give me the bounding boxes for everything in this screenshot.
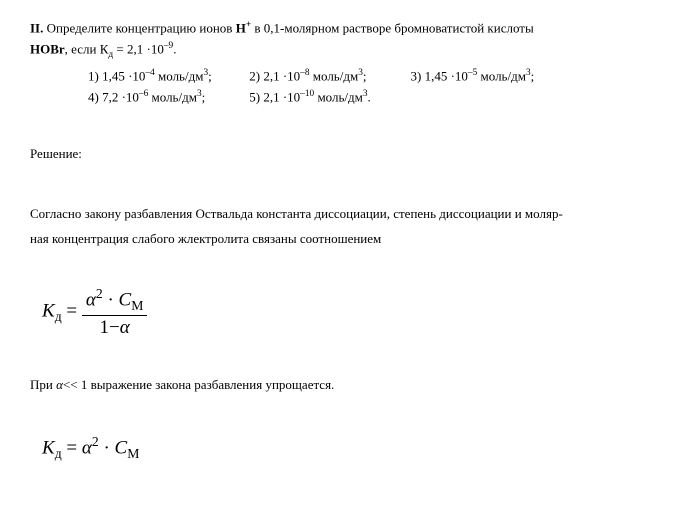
problem-text-2: в 0,1-молярном растворе бромноватистой к… [251, 20, 534, 35]
problem-line-1: II. Определите концентрацию ионов H+ в 0… [30, 18, 650, 38]
eq1-minus: − [109, 317, 120, 338]
opt3-exp: –5 [468, 68, 477, 78]
eq2-dot: · [99, 437, 115, 458]
eq1-K: K [42, 301, 55, 322]
eq1-denominator: 1−α [82, 316, 148, 340]
eq1-numsup: 2 [96, 286, 103, 301]
para2-a: При [30, 377, 56, 392]
eq2-Csub: М [127, 446, 139, 461]
solution-paragraph-2: При α<< 1 выражение закона разбавления у… [30, 373, 650, 398]
opt2-exp: –8 [300, 68, 309, 78]
equation-1: Kд = α2 · CМ 1−α [30, 285, 650, 339]
problem-label: II. [30, 20, 43, 35]
opt5-unit: моль/дм [314, 89, 363, 104]
solution-paragraph-1: Согласно закону разбавления Оствальда ко… [30, 202, 650, 251]
problem-text-3: , если К [65, 41, 109, 56]
options-row-1: 1) 1,45 ·10–4 моль/дм3; 2) 2,1 ·10–8 мол… [88, 66, 650, 86]
para2-b: << 1 выражение закона разбавления упроща… [63, 377, 334, 392]
eq1-alpha: α [86, 290, 96, 311]
opt3-unit: моль/дм [477, 68, 526, 83]
opt4-unit: моль/дм [148, 89, 197, 104]
opt5-end: . [368, 89, 371, 104]
opt5-exp: –10 [300, 89, 314, 99]
problem-text-1: Определите концентрацию ионов [47, 20, 236, 35]
problem-period: . [173, 41, 176, 56]
opt1-exp: –4 [145, 68, 154, 78]
para2-alpha: α [56, 377, 63, 392]
opt1-end: ; [208, 68, 212, 83]
eq1-fraction: α2 · CМ 1−α [82, 285, 148, 339]
equation-2: Kд = α2 · CМ [30, 432, 650, 465]
kd-exp: –9 [164, 41, 173, 51]
opt1-num: 1) 1,45 ·10 [88, 68, 145, 83]
para1-a: Согласно закону разбавления Оствальда ко… [30, 206, 563, 221]
eq2-eq: = [62, 437, 82, 458]
option-2: 2) 2,1 ·10–8 моль/дм3; [249, 66, 407, 86]
opt2-num: 2) 2,1 ·10 [249, 68, 300, 83]
option-3: 3) 1,45 ·10–5 моль/дм3; [411, 66, 569, 86]
problem-line-2: HOBr, если Кд = 2,1 ·10–9. [30, 39, 650, 62]
option-4: 4) 7,2 ·10–6 моль/дм3; [88, 87, 246, 107]
opt1-unit: моль/дм [155, 68, 204, 83]
opt2-unit: моль/дм [310, 68, 359, 83]
eq2-Ksub: д [55, 446, 62, 461]
para1-b: ная концентрация слабого жлектролита свя… [30, 231, 381, 246]
hobr-formula: HOBr [30, 41, 65, 56]
opt3-end: ; [531, 68, 535, 83]
eq2-sup: 2 [92, 434, 99, 449]
eq1-one: 1 [100, 317, 110, 338]
kd-val: = 2,1 ·10 [113, 41, 164, 56]
problem-statement: II. Определите концентрацию ионов H+ в 0… [30, 18, 650, 106]
eq1-dot: · [103, 290, 119, 311]
eq1-C: C [119, 290, 132, 311]
opt2-end: ; [363, 68, 367, 83]
eq1-den-alpha: α [120, 317, 130, 338]
opt4-exp: –6 [139, 89, 148, 99]
eq1-numerator: α2 · CМ [82, 285, 148, 315]
eq2-alpha: α [82, 437, 92, 458]
option-5: 5) 2,1 ·10–10 моль/дм3. [249, 87, 407, 107]
h-symbol: H [236, 20, 246, 35]
eq1-eq: = [62, 301, 82, 322]
eq1-Ksub: д [55, 309, 62, 324]
answer-options: 1) 1,45 ·10–4 моль/дм3; 2) 2,1 ·10–8 мол… [30, 66, 650, 107]
option-1: 1) 1,45 ·10–4 моль/дм3; [88, 66, 246, 86]
opt3-num: 3) 1,45 ·10 [411, 68, 468, 83]
opt4-num: 4) 7,2 ·10 [88, 89, 139, 104]
opt5-num: 5) 2,1 ·10 [249, 89, 300, 104]
eq2-K: K [42, 437, 55, 458]
eq1-Csub: М [131, 298, 143, 313]
options-row-2: 4) 7,2 ·10–6 моль/дм3; 5) 2,1 ·10–10 мол… [88, 87, 650, 107]
eq2-C: C [115, 437, 128, 458]
solution-label: Решение: [30, 144, 650, 164]
opt4-end: ; [202, 89, 206, 104]
